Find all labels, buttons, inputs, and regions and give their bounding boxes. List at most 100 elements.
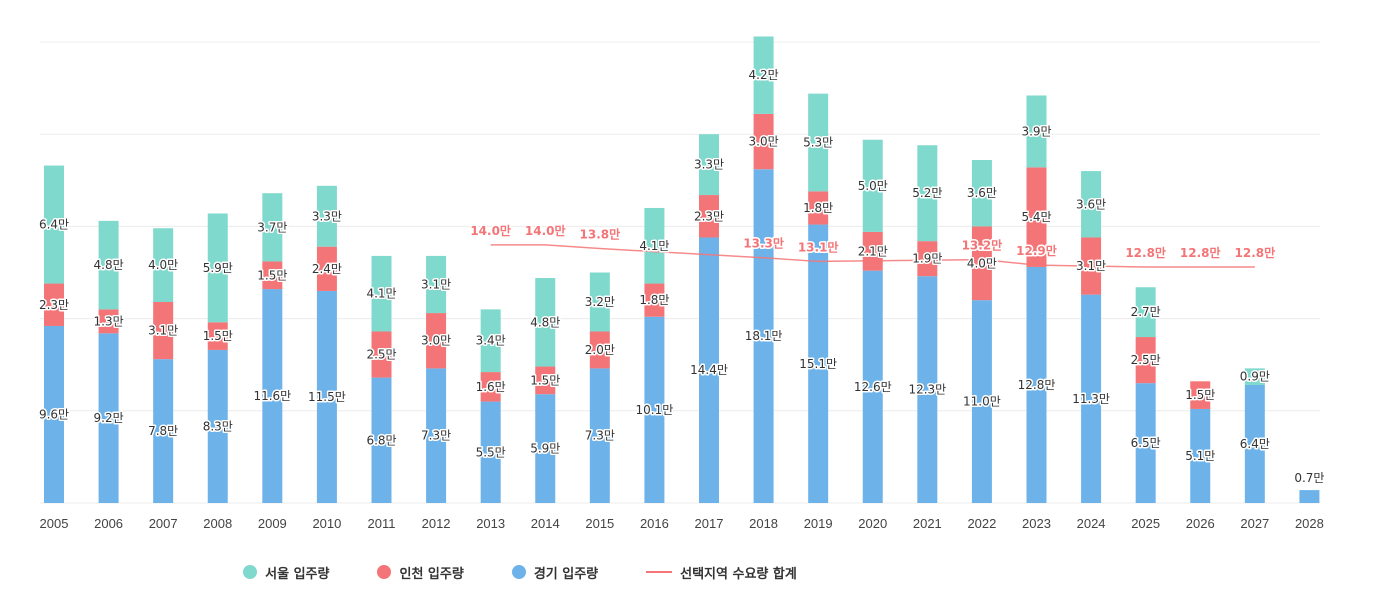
bar-segment <box>644 283 665 317</box>
bar-segment <box>426 255 447 314</box>
data-label: 7.3만 <box>585 429 615 443</box>
demand-label: 12.8만 <box>1125 245 1166 260</box>
legend-seoul-label: 서울 입주량 <box>265 566 330 582</box>
data-label: 14.4만 <box>690 363 728 377</box>
x-tick-label: 2009 <box>258 516 287 531</box>
x-tick-label: 2006 <box>94 516 123 531</box>
x-tick-label: 2017 <box>695 516 724 531</box>
bar-segment <box>480 401 501 503</box>
data-label: 3.3만 <box>312 209 342 223</box>
bar-segment <box>971 160 992 227</box>
bar-segment <box>699 134 719 196</box>
data-label: 3.3만 <box>694 158 724 172</box>
bar-segment <box>480 372 501 402</box>
bar-segment <box>1026 95 1047 168</box>
bar-segment <box>98 309 119 334</box>
bar-segment <box>1135 383 1156 503</box>
data-label: 1.8만 <box>639 293 669 307</box>
data-label: 6.4만 <box>39 218 69 232</box>
data-label: 3.0만 <box>421 334 451 348</box>
legend-item-demand[interactable]: 선택지역 수요량 합계 <box>646 563 797 582</box>
bar-segment <box>699 237 719 504</box>
data-label: 2.0만 <box>585 343 615 357</box>
bar-segment <box>371 331 392 378</box>
data-label: 12.3만 <box>908 383 946 397</box>
data-label: 1.5만 <box>203 329 233 343</box>
bar-segment <box>917 276 938 503</box>
data-label: 2.4만 <box>312 262 342 276</box>
data-label: 12.6만 <box>854 380 892 394</box>
legend-seoul-swatch <box>243 565 258 579</box>
data-label: 11.5만 <box>308 390 346 404</box>
demand-label: 12.8만 <box>1235 245 1276 260</box>
data-label: 3.0만 <box>749 135 779 149</box>
data-label: 2.3만 <box>39 298 69 312</box>
x-tick-label: 2005 <box>40 516 69 531</box>
bar-segment <box>862 139 883 232</box>
x-tick-label: 2018 <box>749 516 778 531</box>
legend-item-gyeonggi[interactable]: 경기 입주량 <box>511 563 598 582</box>
data-label: 2.5만 <box>1131 353 1161 367</box>
x-tick-label: 2020 <box>858 516 887 531</box>
data-label: 3.1만 <box>421 277 451 291</box>
data-label: 3.7만 <box>257 220 287 234</box>
bar-segment <box>207 322 228 350</box>
data-label: 4.1만 <box>366 287 396 301</box>
x-tick-label: 2013 <box>476 516 505 531</box>
bar-segment <box>1244 384 1265 503</box>
demand-label: 13.3만 <box>743 236 784 251</box>
data-label: 5.5만 <box>476 445 506 459</box>
bar-segment <box>753 113 774 170</box>
x-tick-label: 2026 <box>1186 516 1215 531</box>
data-label: 5.3만 <box>803 135 833 149</box>
bar-segment <box>371 255 392 332</box>
legend-item-incheon[interactable]: 인천 입주량 <box>377 563 464 582</box>
data-label: 3.2만 <box>585 295 615 309</box>
legend-incheon-swatch <box>377 565 392 579</box>
bar-segment <box>971 226 992 301</box>
bar-segment <box>917 241 938 277</box>
data-label: 15.1만 <box>799 357 837 371</box>
bar-segment <box>644 316 665 503</box>
bar-segment <box>207 213 228 323</box>
bar-segment <box>1081 294 1102 503</box>
data-label: 2.3만 <box>694 209 724 223</box>
x-tick-label: 2021 <box>913 516 942 531</box>
x-tick-label: 2027 <box>1240 516 1269 531</box>
bar-segment <box>917 145 938 242</box>
bar-segment <box>316 290 337 503</box>
data-label: 5.2만 <box>912 186 942 200</box>
data-label: 7.8만 <box>148 424 178 438</box>
data-label: 3.6만 <box>967 186 997 200</box>
demand-label: 14.0만 <box>470 223 511 238</box>
x-tick-label: 2008 <box>203 516 232 531</box>
x-tick-label: 2016 <box>640 516 669 531</box>
bar-segment <box>1026 167 1047 267</box>
bar-segment <box>98 333 119 503</box>
bar-segment <box>480 309 501 373</box>
data-label: 6.5만 <box>1131 436 1161 450</box>
bar-segment <box>153 228 174 303</box>
legend-item-seoul[interactable]: 서울 입주량 <box>243 563 329 582</box>
bar-segment <box>589 368 610 503</box>
bar-segment <box>44 325 64 503</box>
bar-segment <box>316 185 337 247</box>
data-label: 1.8만 <box>803 201 833 215</box>
stacked-bar-chart: 2005 2006 2007 2008 2009 2010 2011 2012 2013 2014… <box>37 36 1326 531</box>
x-tick-label: 2011 <box>368 516 396 531</box>
bar-segment <box>535 366 556 395</box>
x-tick-label: 2012 <box>422 516 451 531</box>
data-label: 11.3만 <box>1072 392 1110 406</box>
bar-segment <box>589 331 610 369</box>
x-tick-label: 2023 <box>1022 516 1051 531</box>
legend-incheon-label: 인천 입주량 <box>399 566 464 582</box>
data-label: 4.1만 <box>639 239 669 253</box>
chart-legend: 서울 입주량 인천 입주량 경기 입주량 선택지역 수요량 합계 <box>0 558 1040 586</box>
bar-segment <box>262 193 283 262</box>
bar-segment <box>426 368 447 503</box>
demand-label: 12.9만 <box>1016 243 1057 258</box>
bar-segment <box>44 283 64 326</box>
x-tick-label: 2024 <box>1077 516 1106 531</box>
data-label: 9.2만 <box>94 411 124 425</box>
bar-segment <box>1299 490 1320 503</box>
